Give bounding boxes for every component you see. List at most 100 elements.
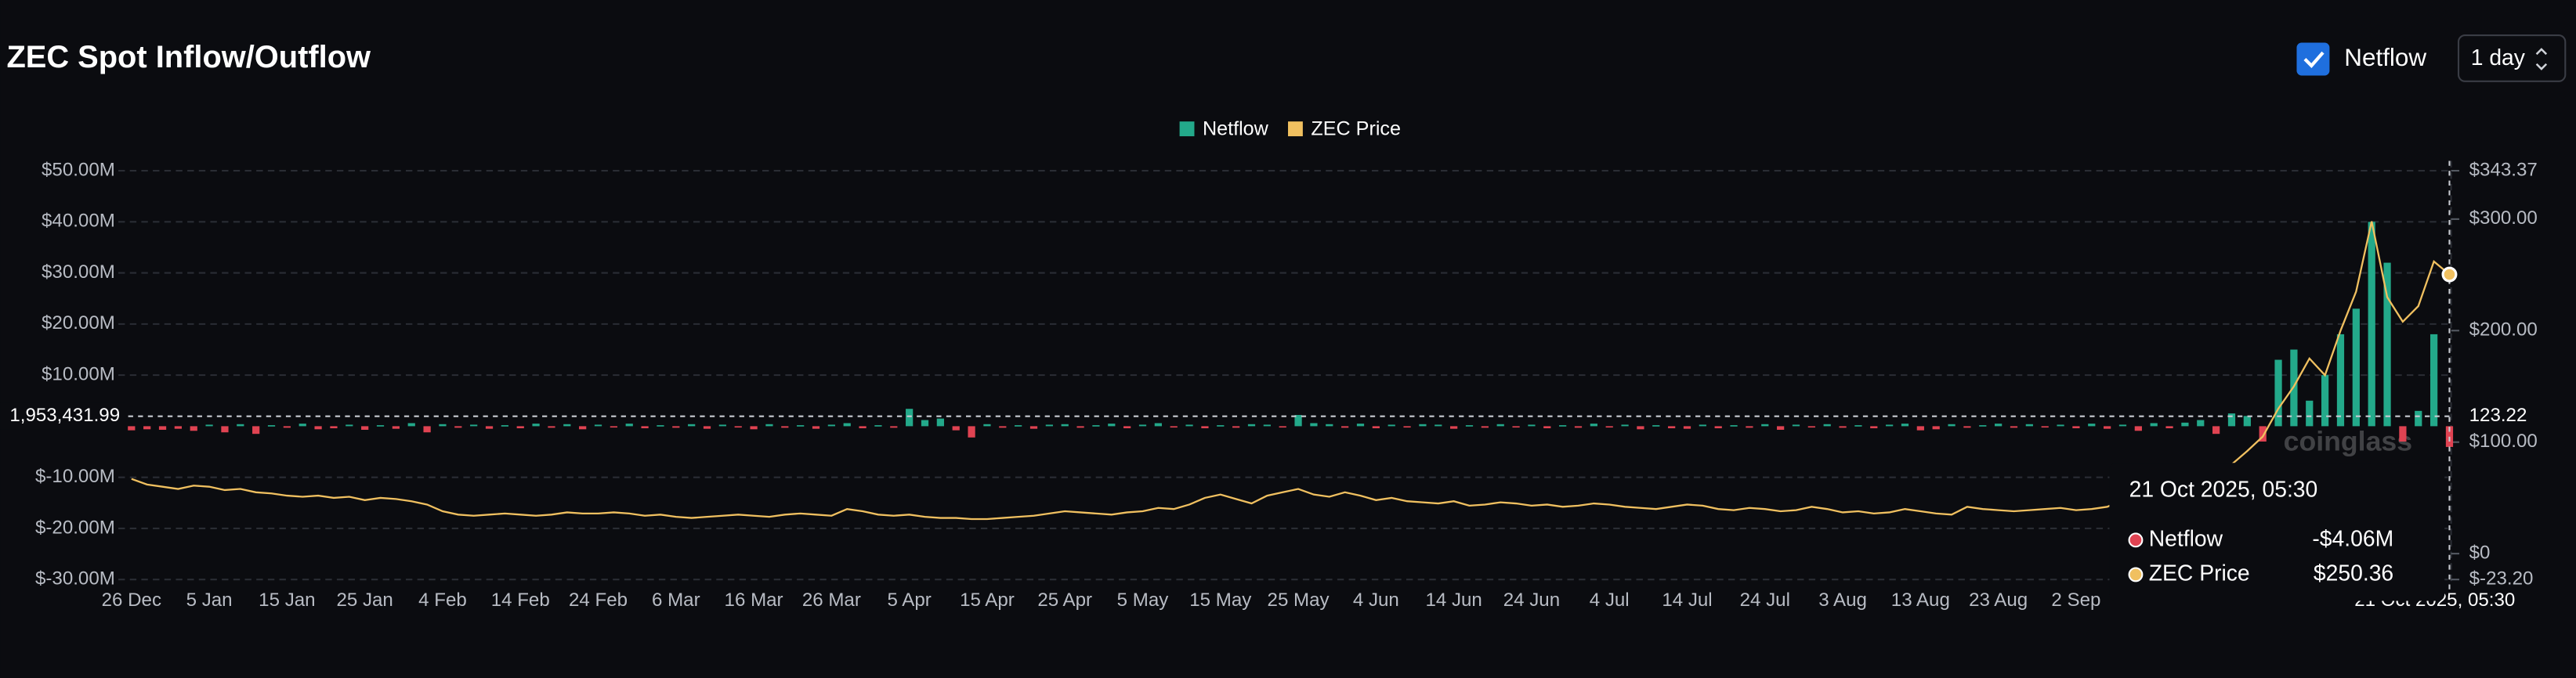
bar <box>812 426 820 429</box>
bar <box>890 426 898 428</box>
bar <box>1574 426 1583 428</box>
checkbox-label[interactable]: Netflow <box>2344 44 2426 71</box>
select-value[interactable]: 1 day <box>2471 45 2526 70</box>
bar <box>625 424 633 427</box>
bar <box>2306 400 2314 427</box>
tooltip: 21 Oct 2025, 05:30 Netflow -$4.06M ZEC Pric… <box>2109 463 2445 601</box>
bar <box>2415 410 2422 427</box>
bar <box>672 426 680 428</box>
x-tick-label: 3 Aug <box>1818 590 1867 611</box>
bar <box>1481 426 1489 428</box>
bar <box>1870 426 1878 429</box>
legend-label: ZEC Price <box>1311 117 1401 139</box>
bar <box>2352 308 2360 427</box>
bar <box>1045 424 1053 427</box>
bar <box>1901 424 1909 427</box>
bar <box>1201 426 1209 429</box>
bar <box>2321 375 2329 427</box>
select-box[interactable] <box>2457 34 2567 82</box>
x-tick-label: 14 Jun <box>1425 590 1482 611</box>
bar <box>1699 424 1706 427</box>
bar <box>470 424 478 427</box>
bar <box>1310 423 1318 427</box>
bar <box>346 424 353 427</box>
bar <box>1341 426 1349 428</box>
bar <box>376 425 385 427</box>
bar <box>1263 424 1271 427</box>
x-tick-label: 25 Jan <box>336 590 393 611</box>
bar <box>501 425 508 427</box>
bar <box>1730 425 1738 427</box>
hover-point <box>2441 266 2458 283</box>
bar <box>1061 424 1069 427</box>
bar <box>1668 426 1676 429</box>
tooltip-value: -$4.06M <box>2312 525 2393 550</box>
bar <box>734 426 742 428</box>
y-tick-label: $40.00M <box>42 211 115 232</box>
x-tick-label: 4 Jul <box>1590 590 1630 611</box>
crosshair-y-box <box>0 402 125 430</box>
bar <box>983 424 991 427</box>
bar <box>1605 426 1613 428</box>
bar <box>657 425 664 427</box>
y2-tick-label: $0 <box>2469 543 2491 564</box>
bar <box>2165 426 2173 429</box>
bar <box>1294 415 1302 427</box>
checkbox-box[interactable] <box>2296 42 2330 76</box>
y2-tick-label: $200.00 <box>2469 319 2538 341</box>
bar <box>610 426 617 428</box>
bar <box>2368 222 2375 427</box>
bar <box>2057 424 2064 427</box>
bar <box>2399 426 2407 442</box>
bar <box>1247 424 1256 427</box>
x-tick-label: 5 May <box>1117 590 1169 611</box>
legend-swatch <box>1288 121 1303 137</box>
x-tick-label: 4 Feb <box>418 590 467 611</box>
x-tick-label: 24 Jul <box>1740 590 1790 611</box>
bar <box>1108 424 1116 427</box>
x-tick-label: 26 Dec <box>102 590 161 611</box>
bar <box>454 426 462 428</box>
y-tick-label: $10.00M <box>42 364 115 385</box>
y-tick-label: $-20.00M <box>35 517 115 538</box>
bar <box>579 426 587 430</box>
bar <box>1387 424 1395 427</box>
bar <box>921 420 929 427</box>
bar <box>1714 426 1722 429</box>
y2-tick-label: $343.37 <box>2469 159 2538 180</box>
bar <box>1948 424 1956 427</box>
interval-select[interactable]: 1 day <box>2457 34 2567 82</box>
bar <box>2025 424 2033 427</box>
bar <box>2445 426 2454 447</box>
bar <box>1076 426 1084 428</box>
bar <box>563 424 571 427</box>
bar <box>594 424 602 427</box>
bar <box>1185 424 1193 427</box>
crosshair-y-label: 1,953,431.99 <box>9 405 120 426</box>
bar <box>718 424 726 427</box>
bar <box>1465 425 1474 427</box>
bar <box>1154 423 1162 427</box>
y-tick-label: $30.00M <box>42 261 115 283</box>
bar <box>143 426 151 430</box>
bar <box>750 426 758 430</box>
bar <box>1326 424 1333 427</box>
bar <box>1807 426 1815 428</box>
bar <box>205 424 213 427</box>
x-tick-label: 26 Mar <box>802 590 861 611</box>
tooltip-dot <box>2128 532 2144 548</box>
x-tick-label: 25 Apr <box>1037 590 1092 611</box>
bar <box>1123 426 1131 429</box>
bar <box>906 409 914 427</box>
crosshair-y2-label: 123.22 <box>2469 405 2527 426</box>
bar <box>1217 425 1225 427</box>
netflow-checkbox[interactable]: Netflow <box>2296 42 2426 76</box>
bar <box>1979 425 1987 427</box>
bar <box>2274 359 2282 427</box>
line <box>131 221 2451 521</box>
bar <box>952 426 960 431</box>
bar <box>2134 426 2142 431</box>
tooltip-box <box>2109 463 2445 601</box>
